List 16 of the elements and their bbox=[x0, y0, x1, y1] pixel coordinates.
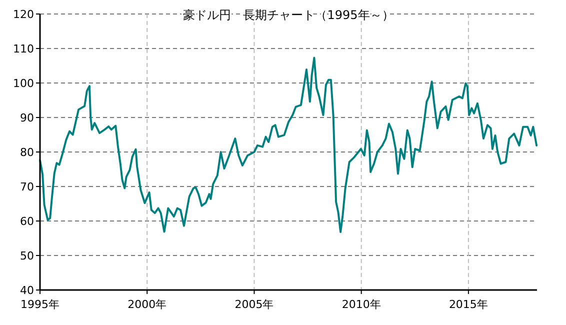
y-tick-label: 70 bbox=[20, 180, 34, 194]
x-tick-label: 2015年 bbox=[448, 298, 488, 311]
y-tick-label: 120 bbox=[13, 8, 34, 21]
y-tick-label: 50 bbox=[20, 249, 34, 262]
x-tick-label: 1995年 bbox=[20, 298, 60, 311]
y-tick-label: 90 bbox=[20, 111, 34, 124]
y-tick-label: 100 bbox=[13, 76, 34, 90]
x-tick-label: 2005年 bbox=[234, 298, 274, 311]
x-tick-label: 2010年 bbox=[342, 298, 381, 311]
chart-title: 豪ドル円 長期チャート（1995年～） bbox=[183, 8, 394, 22]
y-tick-label: 60 bbox=[20, 214, 34, 228]
y-tick-label: 80 bbox=[20, 146, 34, 159]
y-tick-label: 40 bbox=[20, 284, 34, 297]
y-tick-label: 110 bbox=[13, 42, 34, 56]
line-series bbox=[39, 56, 538, 234]
x-tick-label: 2000年 bbox=[128, 298, 167, 311]
